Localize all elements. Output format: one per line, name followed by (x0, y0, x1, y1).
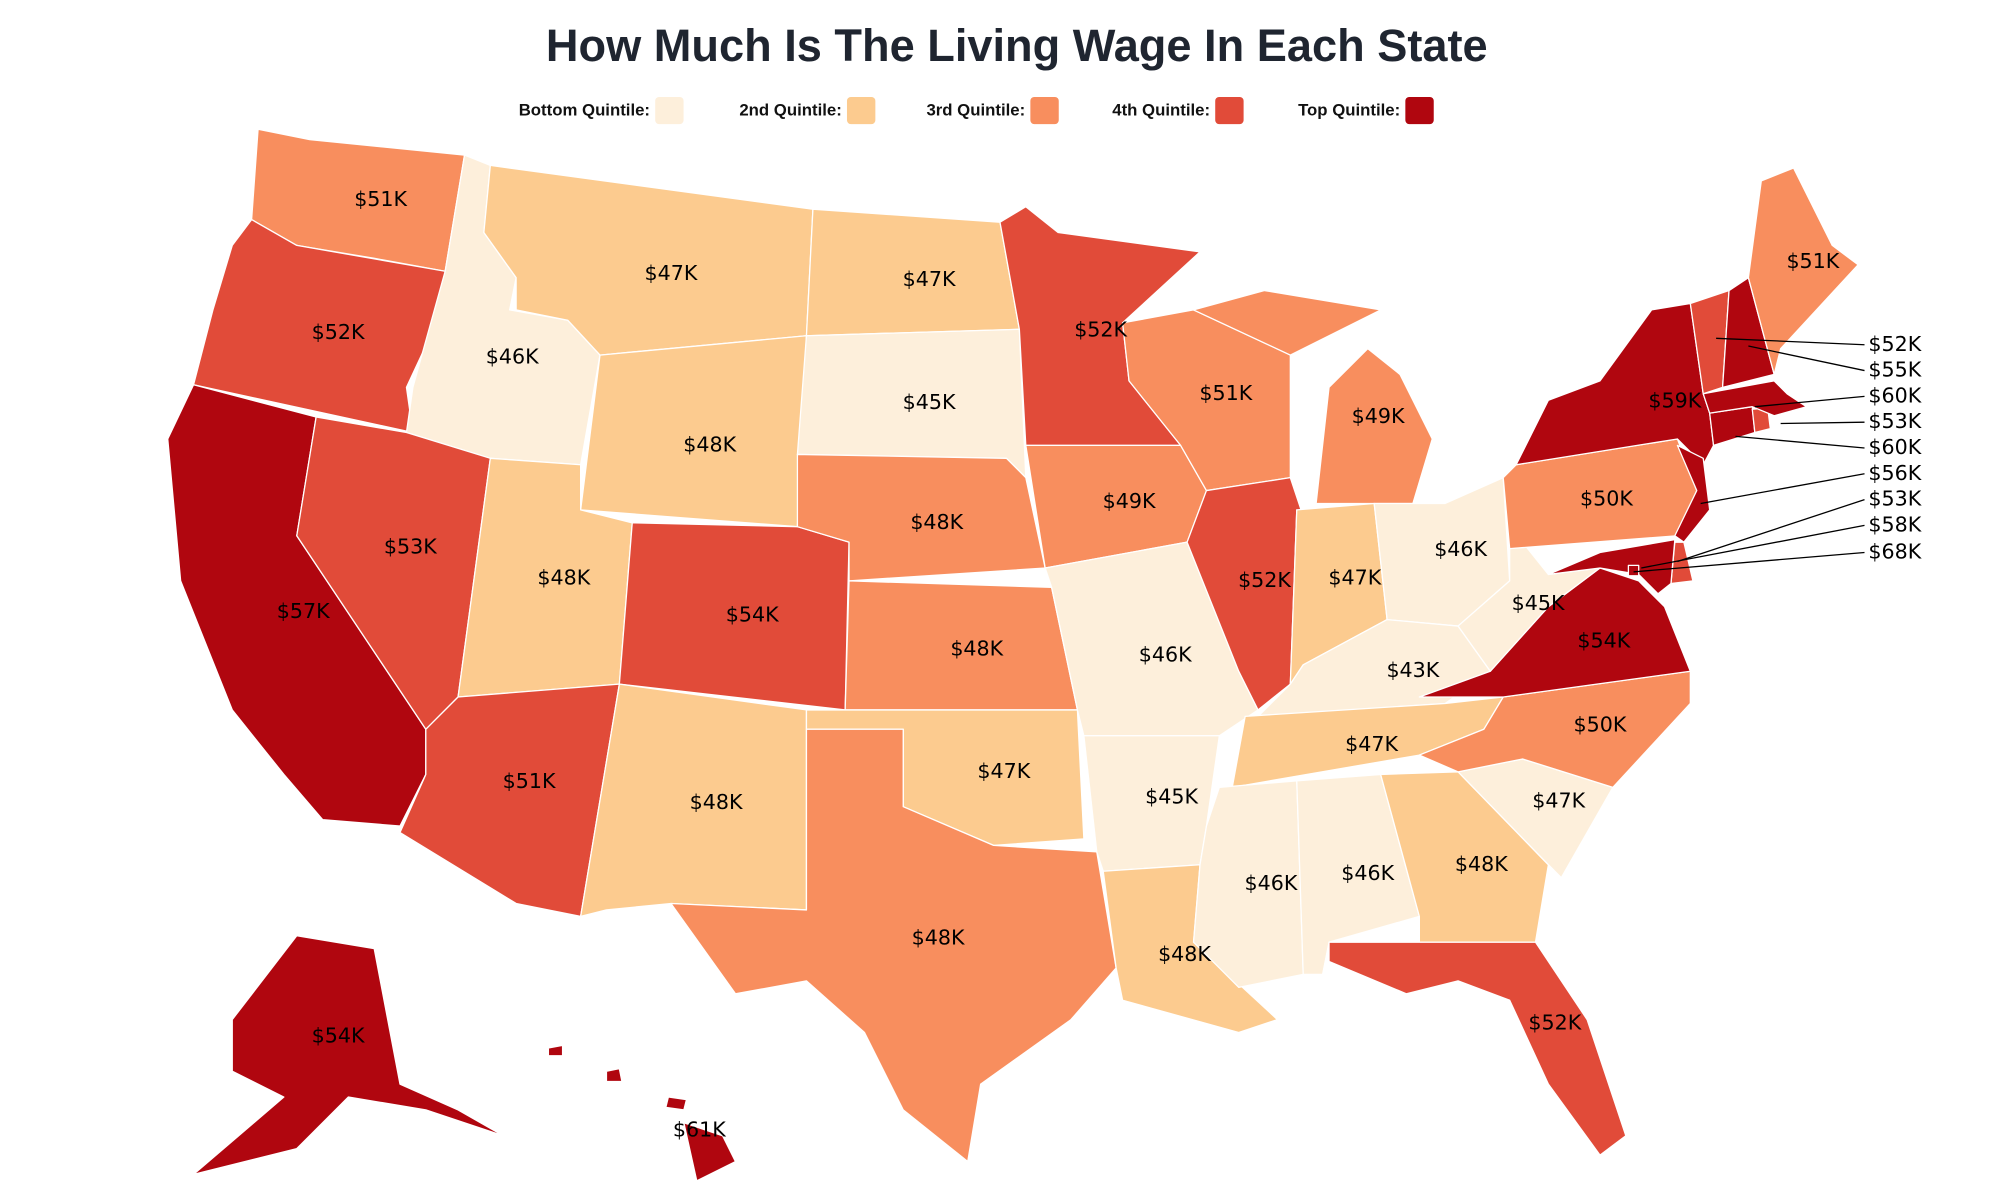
value-label: $51K (1199, 381, 1252, 405)
state (1515, 302, 1715, 466)
state (1328, 941, 1627, 1156)
leader-line (1677, 498, 1865, 563)
value-label: $60K (1868, 435, 1921, 459)
value-label: $47K (1328, 565, 1381, 589)
legend-swatch (1405, 97, 1434, 125)
legend-swatch (846, 97, 876, 125)
state (1747, 167, 1859, 376)
leader-line (1700, 473, 1865, 505)
state (547, 1044, 737, 1182)
value-label: $57K (277, 599, 330, 623)
state (670, 728, 1117, 1163)
value-label: $45K (1145, 785, 1198, 809)
legend-label: Top Quintile: (1298, 101, 1400, 120)
leader-line (1748, 345, 1865, 372)
legend-swatch (655, 97, 684, 125)
value-label: $52K (312, 320, 365, 344)
value-label: $48K (950, 636, 1003, 660)
value-label: $45K (903, 390, 956, 414)
legend-label: 3rd Quintile: (926, 101, 1025, 120)
state (796, 453, 1046, 582)
value-label: $47K (977, 759, 1030, 783)
value-label: $54K (1577, 629, 1630, 653)
value-label: $53K (1868, 409, 1921, 433)
leader-line (1754, 395, 1865, 408)
value-label: $45K (1512, 591, 1565, 615)
states (167, 128, 1859, 1182)
value-label: $47K (1345, 732, 1398, 756)
value-label: $68K (1868, 540, 1921, 564)
value-label: $47K (645, 261, 698, 285)
legend-label: Bottom Quintile: (519, 101, 650, 120)
legend-label: 2nd Quintile: (739, 101, 841, 120)
value-label: $46K (1139, 643, 1192, 667)
value-label: $52K (1238, 568, 1291, 592)
leader-line (1641, 524, 1865, 569)
title: How Much Is The Living Wage In Each Stat… (546, 20, 1488, 71)
state (580, 335, 808, 528)
value-label: $50K (1574, 712, 1627, 736)
value-label: $52K (1868, 332, 1921, 356)
state (1547, 538, 1676, 595)
value-label: $43K (1386, 658, 1439, 682)
value-label: $46K (1434, 537, 1487, 561)
legend-swatch (1215, 97, 1244, 125)
legend-swatch (1030, 97, 1059, 125)
legend-label: 4th Quintile: (1112, 101, 1210, 120)
state (1702, 380, 1808, 417)
value-label: $51K (1786, 249, 1839, 273)
value-label: $54K (726, 603, 779, 627)
value-label: $48K (910, 510, 963, 534)
value-label: $51K (503, 769, 556, 793)
value-label: $46K (1341, 861, 1394, 885)
state (1418, 670, 1691, 788)
value-label: $48K (537, 565, 590, 589)
value-label: $48K (1455, 852, 1508, 876)
leader-line (1780, 421, 1865, 425)
state (1627, 564, 1640, 577)
value-label: $53K (1868, 487, 1921, 511)
value-label: $59K (1648, 389, 1701, 413)
value-label: $48K (912, 925, 965, 949)
value-label: $51K (354, 187, 407, 211)
value-label: $46K (486, 345, 539, 369)
value-label: $52K (1528, 1010, 1581, 1034)
value-label: $52K (1074, 318, 1127, 342)
value-label: $47K (1532, 789, 1585, 813)
value-label: $48K (690, 790, 743, 814)
value-label: $58K (1868, 512, 1921, 536)
legend: Bottom Quintile: 2nd Quintile: 3rd Quintil… (519, 97, 1434, 125)
value-label: $46K (1245, 871, 1298, 895)
value-label: $56K (1868, 461, 1921, 485)
value-label: $60K (1868, 383, 1921, 407)
value-label: $49K (1103, 489, 1156, 513)
value-label: $55K (1868, 358, 1921, 382)
labels: $51K $52K $57K $46K $53K $47K $48K $48K $51K $54K… (277, 187, 1922, 1141)
state (192, 935, 504, 1176)
value-label: $53K (384, 534, 437, 558)
value-label: $50K (1580, 487, 1633, 511)
value-label: $48K (683, 432, 736, 456)
value-label: $61K (673, 1118, 726, 1142)
leader-line (1633, 551, 1865, 573)
leader-line (1735, 435, 1865, 449)
value-label: $54K (312, 1023, 365, 1047)
value-label: $47K (903, 267, 956, 291)
value-label: $49K (1352, 404, 1405, 428)
leader-line (1716, 337, 1865, 346)
value-label: $48K (1158, 942, 1211, 966)
